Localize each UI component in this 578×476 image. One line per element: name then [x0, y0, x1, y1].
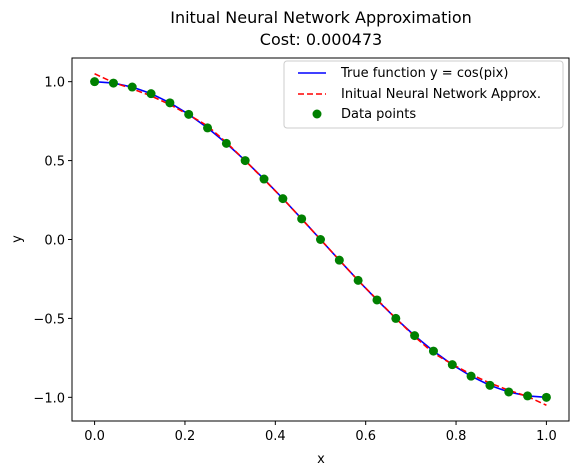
plot-data	[90, 73, 551, 406]
chart-title: Initual Neural Network Approximation	[170, 8, 472, 27]
data-point	[372, 295, 382, 305]
data-point	[108, 78, 118, 88]
data-point	[203, 123, 213, 133]
data-point	[523, 391, 533, 401]
x-axis: 0.0 0.2 0.4 0.6 0.8 1.0	[84, 421, 557, 444]
legend-swatch-data-points	[312, 109, 322, 119]
data-point	[504, 387, 514, 397]
data-point	[146, 89, 156, 99]
legend-label-true-function: True function y = cos(pix)	[340, 66, 508, 81]
y-axis: −1.0 −0.5 0.0 0.5 1.0	[33, 76, 72, 406]
data-point	[240, 156, 250, 166]
x-tick-label: 0.8	[446, 429, 467, 444]
data-point	[184, 109, 194, 119]
y-tick-label: 1.0	[44, 76, 65, 91]
data-point	[410, 331, 420, 341]
legend-label-nn-approx: Initual Neural Network Approx.	[341, 87, 541, 102]
legend-label-data-points: Data points	[341, 107, 416, 122]
data-point	[334, 255, 344, 265]
x-tick-label: 0.2	[175, 429, 196, 444]
x-tick-label: 0.0	[84, 429, 105, 444]
data-point	[541, 392, 551, 402]
x-tick-label: 0.4	[265, 429, 286, 444]
x-tick-label: 0.6	[355, 429, 376, 444]
data-point	[447, 360, 457, 370]
data-point	[278, 194, 288, 204]
data-point	[485, 380, 495, 390]
data-point	[428, 346, 438, 356]
x-tick-label: 1.0	[536, 429, 557, 444]
y-tick-label: 0.0	[44, 234, 65, 249]
chart-subtitle: Cost: 0.000473	[260, 30, 382, 49]
legend: True function y = cos(pix) Initual Neura…	[283, 60, 564, 129]
y-tick-label: −1.0	[33, 391, 65, 406]
y-axis-label: y	[10, 235, 25, 243]
y-tick-label: 0.5	[44, 155, 65, 170]
data-point	[259, 174, 269, 184]
data-point	[127, 82, 137, 92]
data-point	[297, 214, 307, 224]
data-point	[466, 371, 476, 381]
data-point	[165, 98, 175, 108]
data-point	[90, 77, 100, 87]
data-point	[353, 275, 363, 285]
data-point	[391, 313, 401, 323]
x-axis-label: x	[317, 452, 325, 467]
data-point	[316, 235, 325, 244]
legend-frame	[283, 60, 564, 129]
data-point	[221, 138, 231, 148]
y-tick-label: −0.5	[33, 312, 65, 327]
